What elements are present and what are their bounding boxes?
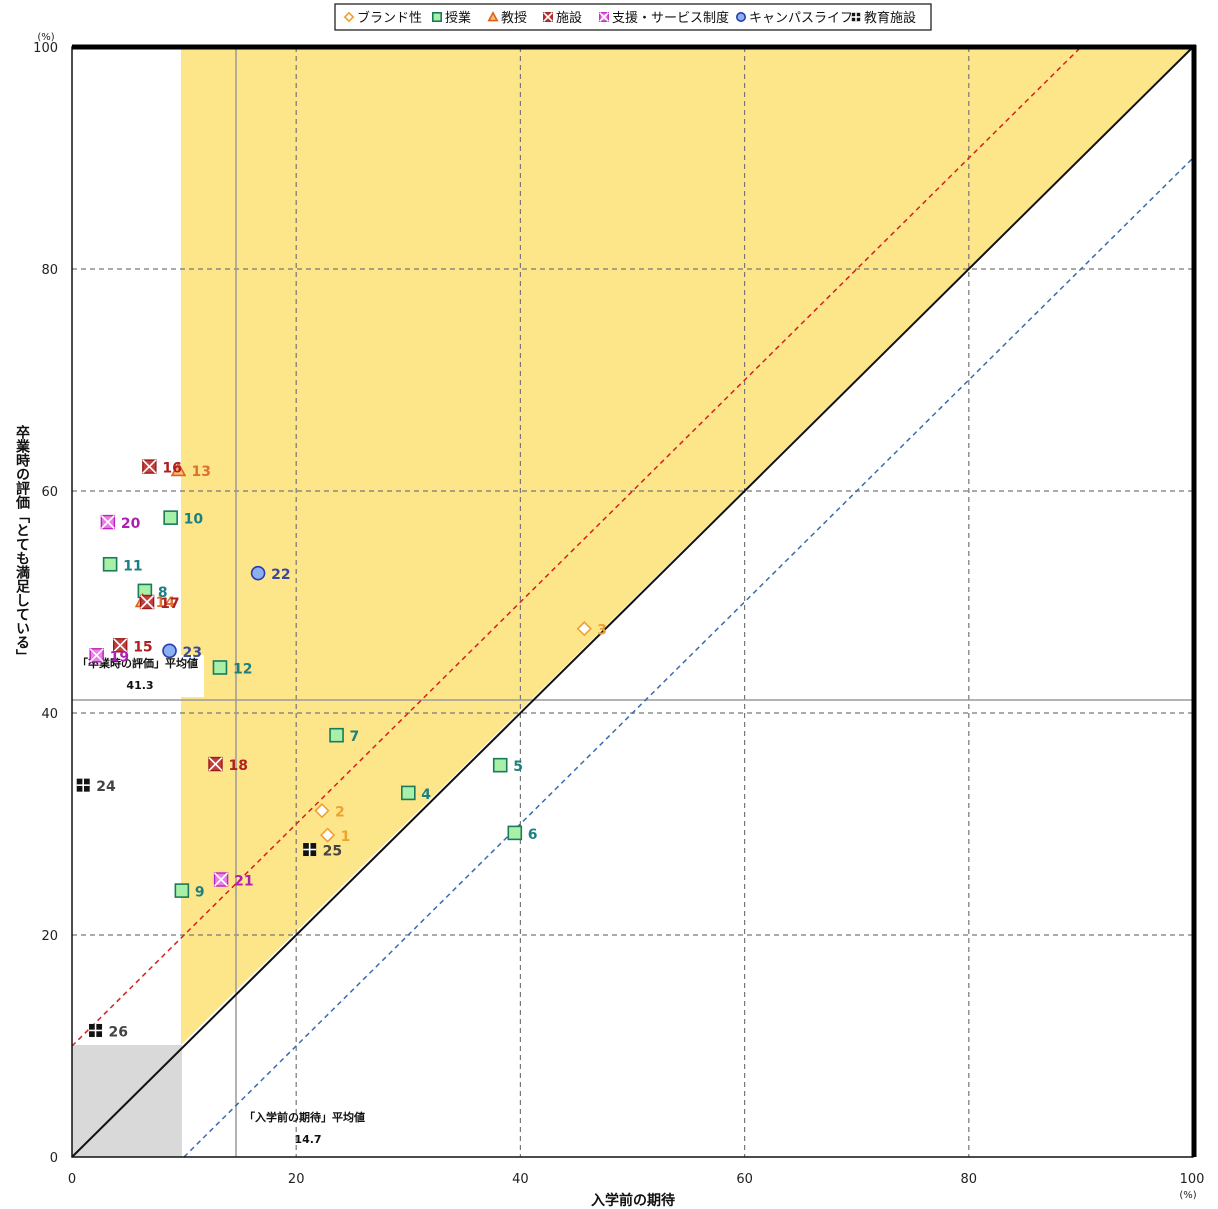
data-point [213,872,229,887]
x-tick-label: 100 [1180,1172,1205,1187]
data-point [250,565,266,581]
data-label: 8 [158,585,168,601]
data-point [576,621,592,637]
x-tick-labels: 0 20 40 60 80 100 [68,1172,1205,1187]
data-label: 5 [513,759,523,775]
data-point [100,514,116,530]
data-point [163,510,178,525]
diagonal-line [71,46,1194,1158]
data-label: 26 [109,1024,128,1040]
data-label: 2 [335,805,345,821]
legend-marker [851,12,861,22]
legend-items: ブランド性 授業 教授 施設 支援・サービス制度 キャンパスライフ 教育施設 [343,10,916,26]
y-tick-label: 20 [41,929,58,944]
y-tick-labels: 0 20 40 60 80 100 [33,41,58,1166]
data-label: 9 [195,885,205,901]
data-point [162,643,177,659]
data-point [507,825,523,841]
data-label: 25 [323,844,342,860]
legend-entry: 施設 [556,10,582,26]
y-tick-label: 80 [41,263,58,278]
y-axis-title: 卒業時の評価「とても満足している」 [14,424,31,663]
data-label: 3 [597,623,607,639]
data-label: 21 [234,874,253,890]
data-label: 1 [341,829,351,845]
data-label: 7 [350,729,360,745]
data-label: 19 [110,649,129,665]
y-tick-label: 0 [50,1151,58,1166]
data-label: 11 [123,558,142,574]
x-tick-label: 40 [512,1172,529,1187]
data-point [208,756,223,772]
legend-entry: キャンパスライフ [749,11,853,26]
legend-entry: ブランド性 [357,10,422,26]
data-label: 16 [162,461,181,477]
legend-entry: 教育施設 [864,10,916,26]
data-point [400,785,416,801]
upper-reference-line [71,46,1082,1047]
legend-marker [599,12,609,22]
x-axis-title: 入学前の期待 [591,1192,675,1209]
data-point [492,757,508,773]
x-tick-label: 60 [736,1172,753,1187]
legend-entry: 教授 [501,10,527,26]
data-point [170,461,187,477]
data-point [319,827,336,843]
data-label: 4 [421,787,431,803]
data-label: 17 [160,596,179,612]
data-point [113,638,128,653]
x-average-value: 14.7 [294,1133,321,1146]
y-tick-label: 60 [41,485,58,500]
legend-marker [487,11,499,22]
legend-marker [343,11,355,23]
data-label: 22 [271,567,290,583]
data-label: 20 [121,516,141,532]
x-tick-label: 20 [288,1172,305,1187]
legend-entry: 授業 [445,10,471,26]
data-point [76,778,90,792]
data-point [314,803,330,819]
lower-reference-line [183,157,1194,1158]
data-points: 1234567891011121314151617181920212223242… [76,459,607,1040]
data-point [89,1023,103,1037]
data-label: 6 [528,827,538,843]
y-axis-unit: (%) [37,32,54,43]
data-point [142,459,157,474]
x-average-label: 「入学前の期待」平均値 [244,1110,365,1124]
data-label: 15 [133,639,152,655]
data-point [212,660,228,675]
data-label: 14 [156,595,176,611]
legend-marker [431,12,442,22]
y-average-label: 「卒業時の評価」平均値 [77,656,198,670]
data-point [102,556,118,572]
legend-entry: 支援・サービス制度 [612,10,729,26]
x-axis-unit: (%) [1179,1190,1196,1201]
data-point [89,648,104,663]
legend-marker [735,12,746,22]
legend: ブランド性 授業 教授 施設 支援・サービス制度 キャンパスライフ 教育施設 [334,3,932,31]
data-point [174,883,190,898]
legend-marker [543,12,553,22]
data-label: 24 [96,779,116,795]
data-point [303,843,317,857]
y-tick-label: 40 [41,707,58,722]
data-point [329,727,344,743]
data-label: 23 [183,645,202,661]
data-point [139,594,155,610]
data-label: 10 [184,512,204,528]
data-label: 18 [228,758,247,774]
y-average-value: 41.3 [126,679,153,692]
x-tick-label: 80 [961,1172,978,1187]
data-label: 12 [233,661,252,677]
y-tick-label: 100 [33,41,58,56]
x-tick-label: 0 [68,1172,76,1187]
data-label: 13 [191,464,210,480]
